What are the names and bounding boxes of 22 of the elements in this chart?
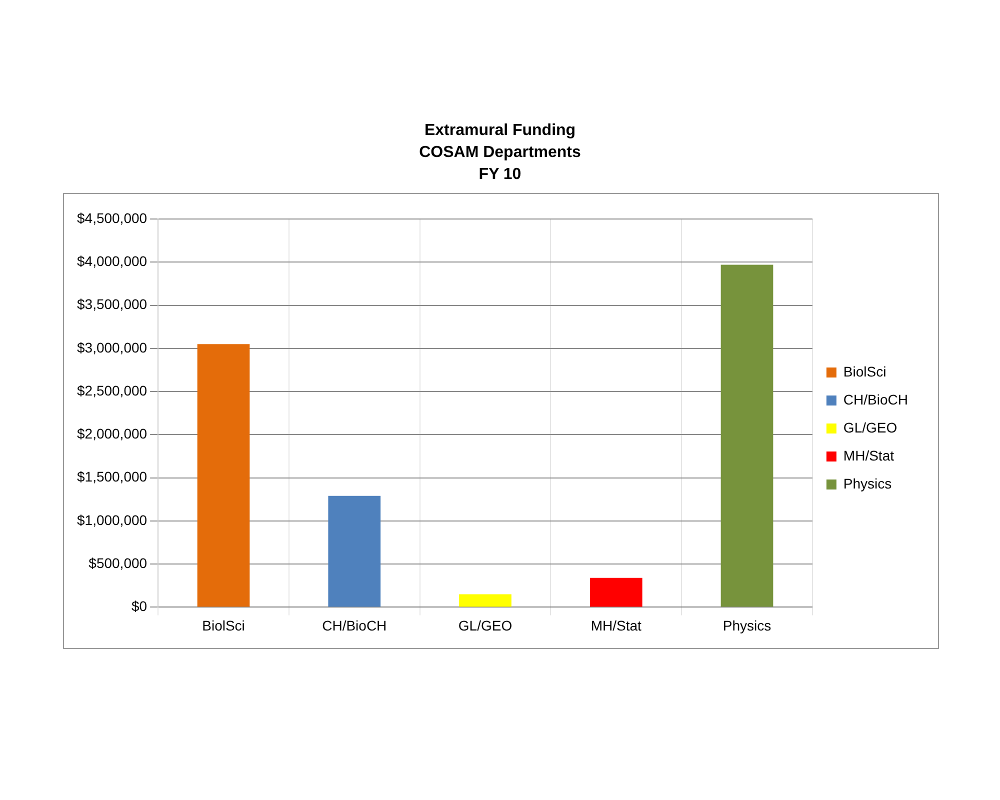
chart-subtitle: COSAM Departments FY 10	[418, 143, 582, 185]
legend-label: GL/GEO	[843, 419, 898, 436]
y-tick-label: $500,000	[88, 554, 148, 571]
y-tick-label: $4,000,000	[76, 252, 148, 269]
y-tick-label: $1,000,000	[76, 512, 148, 528]
y-tick-label: $2,000,000	[76, 426, 148, 442]
legend-label: Physics	[843, 475, 892, 492]
legend-label: CH/BioCH	[843, 391, 908, 408]
y-tick-label: $2,500,000	[76, 382, 148, 398]
y-tick-label: $4,500,000	[76, 210, 148, 226]
chart-title: Extramural Funding	[423, 121, 577, 141]
x-tick-label: MH/Stat	[590, 617, 642, 634]
y-tick-label: $0	[131, 598, 148, 614]
y-tick-label: $1,500,000	[76, 468, 148, 485]
legend-label: MH/Stat	[843, 447, 894, 464]
x-tick-label: GL/GEO	[458, 617, 512, 634]
x-tick-label: Physics	[722, 617, 772, 634]
legend-label: BiolSci	[843, 363, 886, 380]
x-tick-label: BiolSci	[202, 617, 245, 634]
x-tick-label: CH/BioCH	[322, 617, 387, 634]
y-tick-label: $3,500,000	[76, 296, 148, 312]
y-tick-label: $3,000,000	[76, 339, 148, 356]
